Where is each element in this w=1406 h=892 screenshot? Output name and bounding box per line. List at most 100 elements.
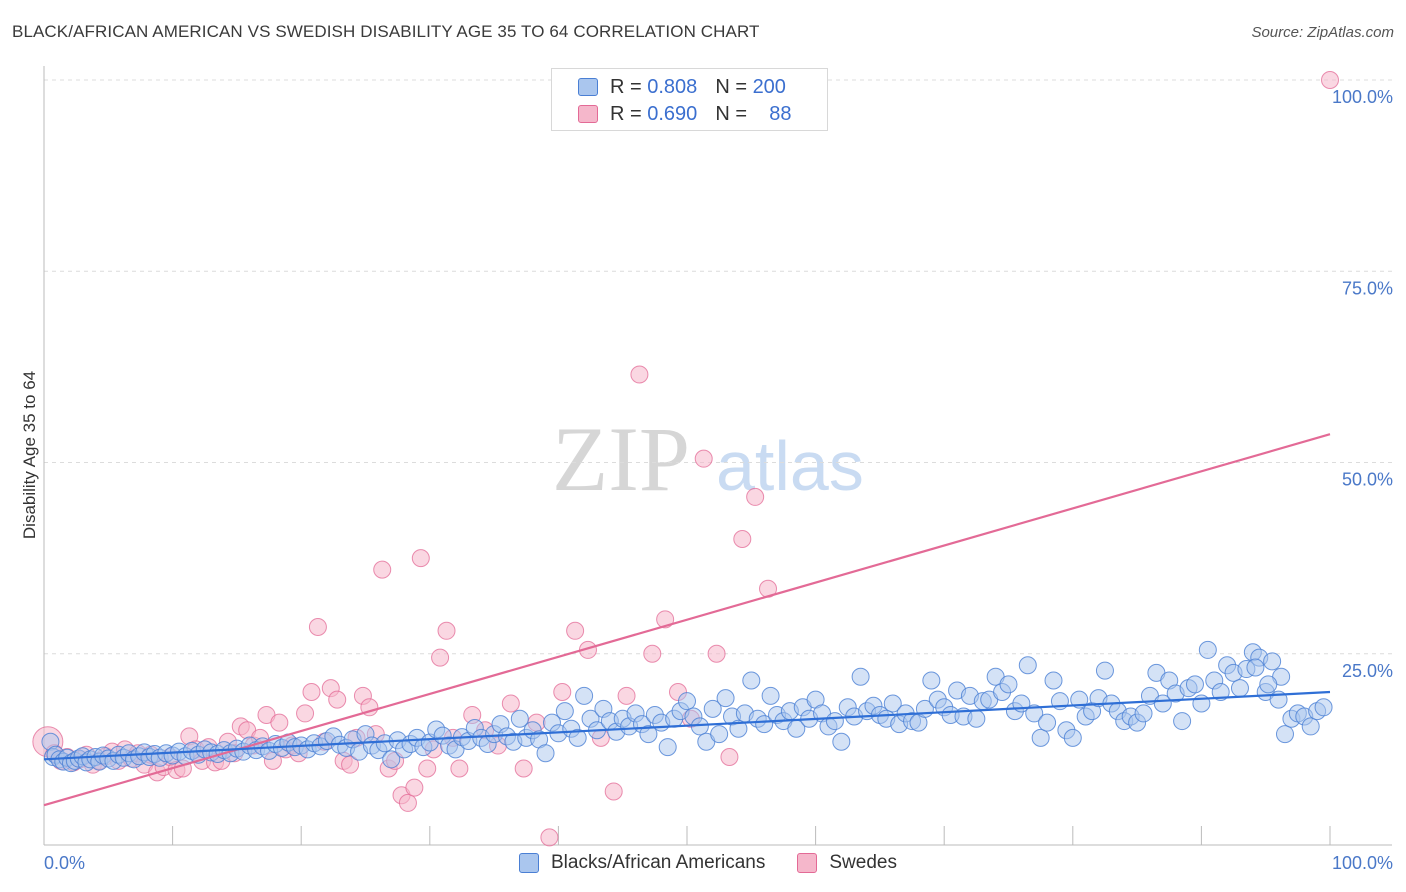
legend-row-blacks: R = 0.808 N = 200	[578, 75, 786, 99]
blacks-point	[1198, 640, 1217, 659]
blacks-point	[755, 715, 774, 734]
series-swatch-blue	[519, 853, 539, 873]
y-tick-label: 25.0%	[1342, 661, 1393, 681]
correlation-legend: R = 0.808 N = 200 R = 0.690 N = 88	[551, 68, 828, 131]
swedes-point	[302, 683, 321, 701]
swedes-point	[733, 530, 752, 548]
blacks-point	[1211, 683, 1230, 701]
watermark: ZIP atlas	[552, 408, 864, 510]
series-legend-label: Blacks/African Americans	[551, 852, 766, 873]
blacks-point	[1038, 713, 1057, 732]
blacks-point	[1246, 658, 1265, 677]
swedes-point	[630, 365, 649, 384]
swedes-point	[566, 621, 585, 640]
blacks-point	[1230, 679, 1249, 698]
legend-r-label: R =	[610, 102, 642, 125]
blacks-point	[1025, 704, 1044, 723]
blacks-point	[999, 675, 1018, 694]
watermark-atlas: atlas	[716, 427, 864, 505]
legend-r-value: 0.808	[647, 75, 698, 98]
legend-n-label: N =	[715, 102, 747, 125]
blacks-point	[555, 702, 574, 721]
legend-swatch-pink	[578, 105, 598, 123]
blacks-point	[703, 699, 722, 718]
series-legend-item-swedes[interactable]: Swedes	[797, 852, 897, 874]
blacks-point	[382, 750, 401, 769]
swedes-point	[411, 549, 430, 568]
blacks-point	[510, 709, 529, 728]
y-tick-label: 50.0%	[1342, 470, 1393, 490]
x-tick-label: 100.0%	[1332, 853, 1393, 873]
swedes-point	[373, 560, 392, 579]
blacks-point	[883, 694, 902, 713]
swedes-point	[296, 704, 315, 723]
swedes-point	[604, 782, 623, 801]
series-legend: Blacks/African Americans Swedes	[519, 852, 929, 874]
x-tick-label: 0.0%	[44, 853, 85, 873]
swedes-point	[720, 748, 739, 767]
trend-lines	[43, 433, 1331, 807]
swedes-trend-line	[43, 433, 1331, 807]
swedes-point	[746, 487, 765, 506]
legend-n-value: 200	[752, 75, 786, 98]
series-legend-item-blacks[interactable]: Blacks/African Americans	[519, 852, 765, 874]
blacks-point	[690, 717, 709, 736]
gridlines	[44, 79, 1392, 655]
blacks-point	[851, 667, 870, 686]
blacks-point	[967, 709, 986, 728]
swedes-point	[514, 759, 533, 778]
legend-r-value: 0.690	[647, 102, 698, 125]
series-swatch-pink	[797, 853, 818, 873]
blacks-point	[639, 725, 658, 744]
blacks-point	[1263, 652, 1282, 671]
legend-n-value: 88	[769, 102, 792, 125]
swedes-point	[553, 683, 572, 701]
legend-r-label: R =	[610, 75, 642, 98]
blacks-point	[729, 719, 748, 738]
swedes-point	[405, 778, 424, 797]
blacks-point	[1153, 694, 1172, 713]
legend-n-label: N =	[715, 75, 747, 98]
swedes-point	[501, 694, 520, 713]
blacks-point	[1275, 725, 1294, 744]
blacks-point	[1185, 675, 1204, 694]
swedes-point	[270, 713, 289, 732]
swedes-point	[418, 759, 437, 778]
blacks-point	[678, 692, 696, 711]
swedes-point	[437, 621, 456, 640]
blacks-point	[1044, 671, 1063, 690]
legend-row-swedes: R = 0.690 N = 88	[578, 102, 791, 126]
blacks-point	[575, 686, 594, 705]
swedes-point	[308, 617, 327, 636]
source-credit: Source: ZipAtlas.com	[1251, 24, 1394, 41]
swedes-point	[707, 644, 726, 663]
watermark-zip: ZIP	[552, 408, 690, 510]
swedes-point	[341, 755, 360, 774]
legend-swatch-blue	[578, 78, 598, 96]
blacks-point	[825, 712, 844, 731]
blacks-point	[922, 671, 941, 690]
blacks-points	[41, 640, 1333, 773]
blacks-point	[710, 725, 729, 744]
swedes-point	[540, 828, 559, 847]
blacks-point	[832, 732, 851, 751]
blacks-point	[1301, 717, 1320, 736]
blacks-point	[1259, 675, 1278, 694]
swedes-point	[694, 449, 713, 468]
swedes-point	[328, 690, 347, 709]
blacks-point	[1314, 698, 1333, 717]
blacks-point	[1063, 728, 1082, 747]
blacks-point	[1095, 661, 1114, 680]
swedes-point	[1321, 71, 1339, 89]
blacks-point	[568, 728, 587, 747]
swedes-point	[643, 644, 662, 663]
blacks-point	[658, 738, 677, 757]
blacks-point	[761, 686, 780, 705]
series-legend-label: Swedes	[829, 852, 897, 873]
swedes-point	[398, 793, 417, 812]
tick-labels: 100.0% 75.0% 50.0% 25.0% 0.0% 100.0%	[44, 87, 1393, 873]
swedes-point	[450, 759, 469, 778]
y-tick-label: 100.0%	[1332, 87, 1393, 107]
blacks-trend-line	[43, 690, 1331, 761]
